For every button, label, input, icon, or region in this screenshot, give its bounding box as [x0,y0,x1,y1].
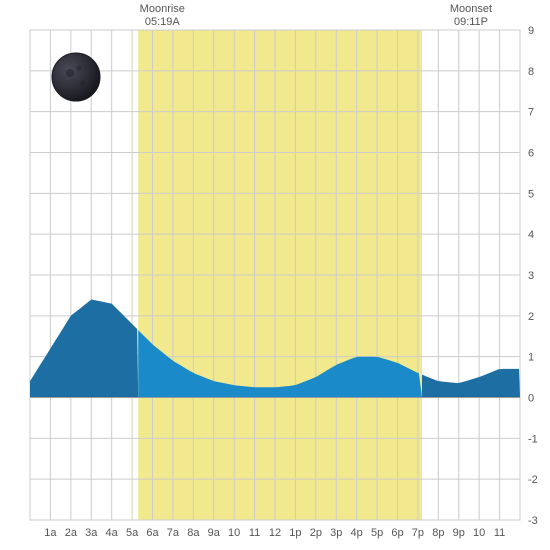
x-tick-label: 10 [473,527,485,539]
chart-svg: 1a2a3a4a5a6a7a8a9a1011121p2p3p4p5p6p7p8p… [0,0,550,550]
moonset-time: 09:11P [454,16,488,28]
y-tick-label: 5 [528,188,534,200]
x-tick-label: 3a [85,527,98,539]
x-tick-label: 12 [269,527,281,539]
y-tick-label: -2 [528,474,538,486]
y-tick-label: 3 [528,270,534,282]
x-tick-label: 7a [167,527,180,539]
y-tick-label: 4 [528,229,534,241]
x-tick-label: 9p [453,527,465,539]
x-tick-label: 8a [187,527,200,539]
x-tick-label: 8p [432,527,444,539]
x-tick-label: 1a [44,527,57,539]
y-tick-label: 0 [528,393,534,405]
y-tick-label: 6 [528,148,534,160]
x-tick-label: 1p [289,527,301,539]
x-tick-label: 5a [126,527,139,539]
y-tick-label: -1 [528,433,538,445]
x-tick-label: 4p [351,527,363,539]
x-tick-label: 9a [208,527,221,539]
x-tick-label: 3p [330,527,342,539]
y-tick-label: 2 [528,311,534,323]
moonset-label: Moonset [450,3,492,15]
x-tick-label: 6a [146,527,159,539]
y-tick-label: 1 [528,352,534,364]
x-tick-label: 6p [391,527,403,539]
y-tick-label: -3 [528,515,538,527]
x-tick-label: 11 [494,527,505,539]
x-tick-label: 5p [371,527,383,539]
x-tick-label: 7p [412,527,424,539]
y-tick-label: 9 [528,25,534,37]
x-tick-label: 4a [106,527,119,539]
y-tick-label: 8 [528,66,534,78]
moon-phase-icon [52,53,100,101]
x-tick-label: 11 [249,527,260,539]
tide-chart: 1a2a3a4a5a6a7a8a9a1011121p2p3p4p5p6p7p8p… [0,0,550,550]
moonrise-time: 05:19A [145,16,181,28]
y-tick-label: 7 [528,107,534,119]
moonrise-label: Moonrise [140,3,185,15]
x-tick-label: 2p [310,527,322,539]
x-tick-label: 2a [65,527,78,539]
x-tick-label: 10 [228,527,240,539]
